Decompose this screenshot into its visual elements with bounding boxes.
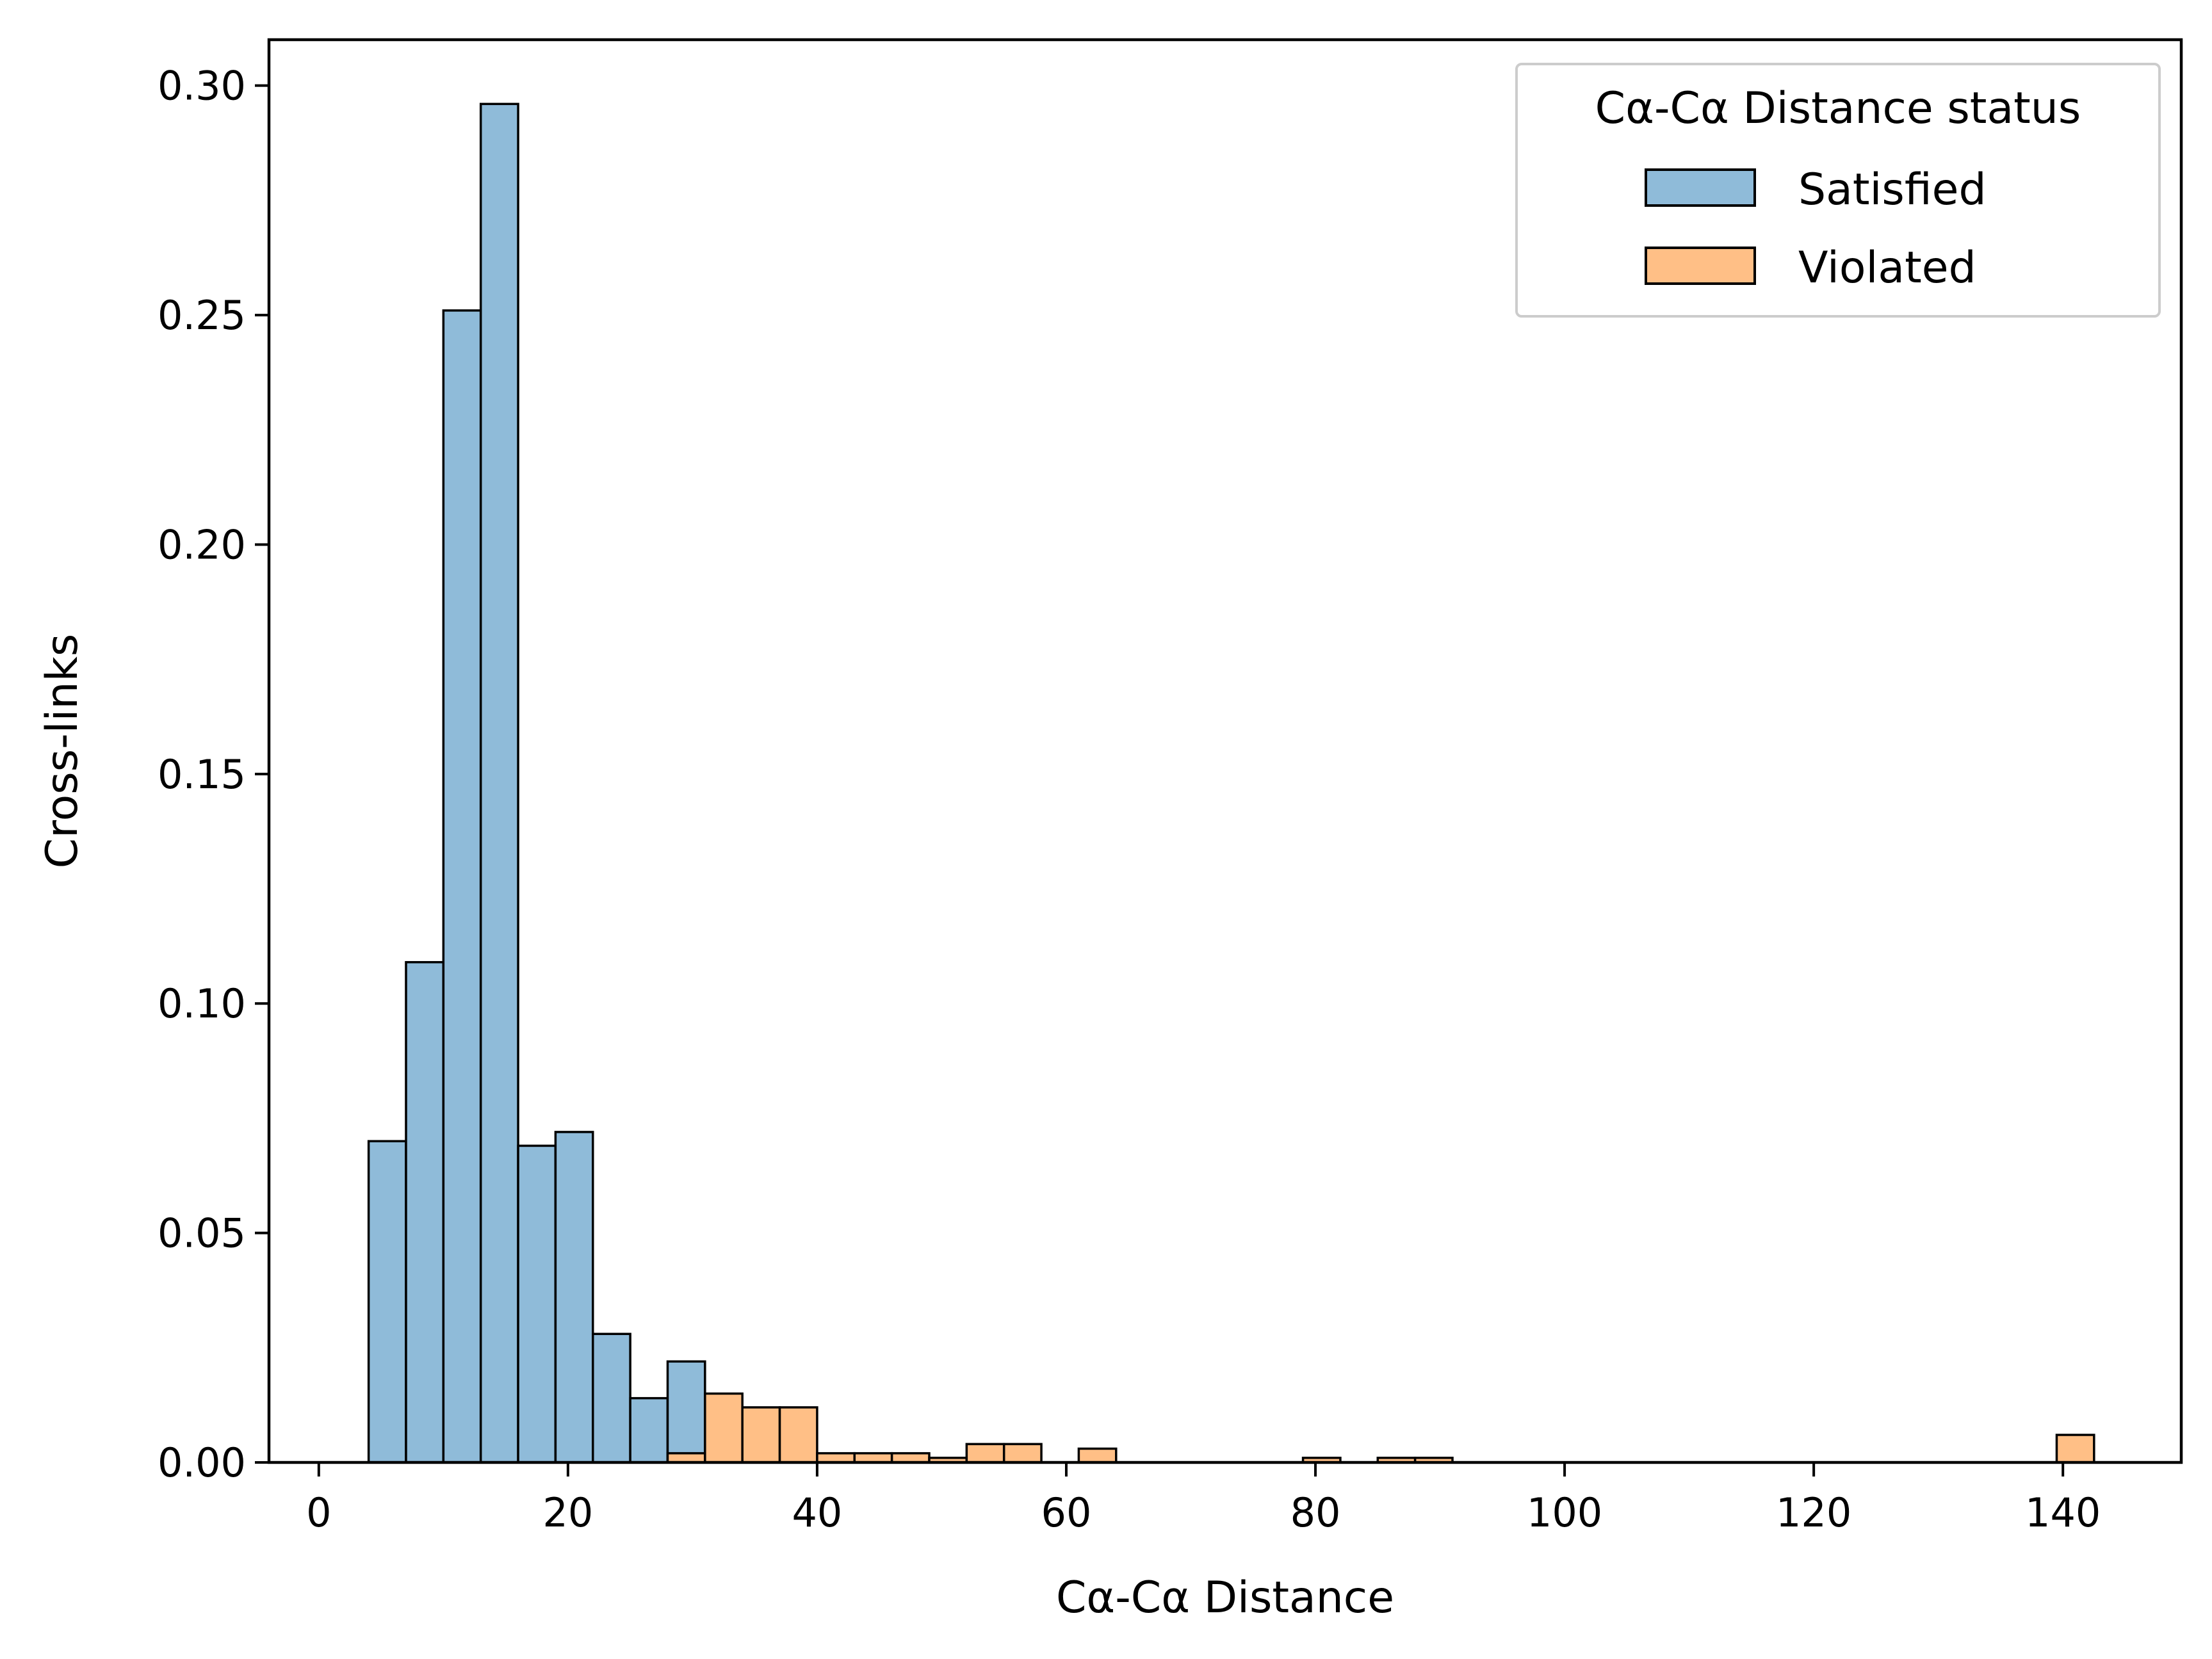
bar-violated-3 xyxy=(778,1406,818,1464)
y-tick-label: 0.00 xyxy=(158,1439,246,1486)
y-tick-label: 0.30 xyxy=(158,63,246,109)
x-axis-label: Cα-Cα Distance xyxy=(1056,1573,1394,1623)
legend-label-satisfied: Satisfied xyxy=(1798,165,1987,215)
y-tick-label: 0.10 xyxy=(158,980,246,1027)
legend-title: Cα-Cα Distance status xyxy=(1595,83,2081,134)
bar-satisfied-0 xyxy=(367,1140,407,1464)
x-tick-label: 60 xyxy=(1041,1489,1092,1536)
plot-area-frame xyxy=(267,38,2183,1464)
x-tick-label: 140 xyxy=(2025,1489,2101,1536)
y-tick-label: 0.15 xyxy=(158,751,246,798)
y-axis-ticks: 0.00 0.05 0.10 0.15 0.20 0.25 0.30 xyxy=(158,63,269,1486)
bar-violated-9 xyxy=(1002,1443,1043,1464)
y-axis-label: Cross-links xyxy=(37,634,88,869)
x-tick-label: 100 xyxy=(1527,1489,1602,1536)
legend-swatch-satisfied xyxy=(1645,168,1756,207)
legend: Cα-Cα Distance status Satisfied Violated xyxy=(1515,63,2161,318)
bar-satisfied-6 xyxy=(592,1332,631,1464)
bars-layer xyxy=(367,102,2095,1464)
y-tick-label: 0.25 xyxy=(158,292,246,339)
x-tick-label: 0 xyxy=(306,1489,331,1536)
x-tick-label: 80 xyxy=(1290,1489,1341,1536)
bar-satisfied-8 xyxy=(666,1360,706,1464)
x-axis-ticks: 0 20 40 60 80 100 120 140 xyxy=(306,1462,2101,1536)
y-tick-label: 0.05 xyxy=(158,1210,246,1257)
bar-violated-1 xyxy=(704,1392,744,1464)
y-tick-label: 0.20 xyxy=(158,521,246,568)
bar-violated-2 xyxy=(741,1406,781,1464)
x-tick-label: 20 xyxy=(542,1489,593,1536)
bar-satisfied-2 xyxy=(442,309,482,1464)
bar-satisfied-4 xyxy=(517,1144,557,1464)
bar-satisfied-3 xyxy=(479,102,519,1464)
legend-label-violated: Violated xyxy=(1798,243,1976,293)
legend-swatch-violated xyxy=(1645,247,1756,285)
bar-satisfied-7 xyxy=(629,1396,669,1464)
bar-violated-10 xyxy=(1077,1447,1118,1464)
bar-satisfied-1 xyxy=(405,960,445,1464)
bar-violated-8 xyxy=(965,1443,1005,1464)
bar-violated-14 xyxy=(2055,1434,2095,1464)
bar-satisfied-5 xyxy=(554,1131,594,1464)
x-tick-label: 40 xyxy=(792,1489,842,1536)
x-tick-label: 120 xyxy=(1776,1489,1851,1536)
